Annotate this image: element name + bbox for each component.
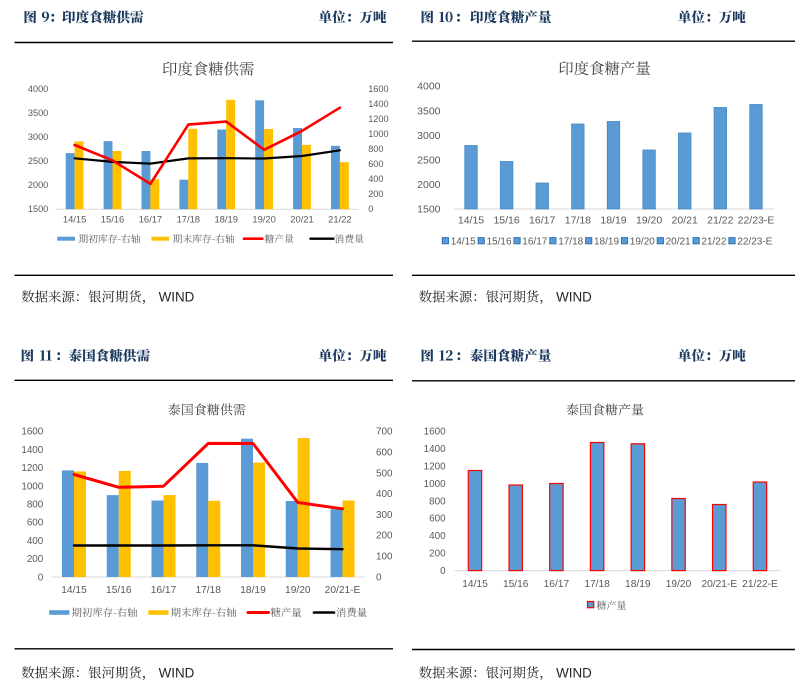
- svg-text:0: 0: [38, 572, 44, 583]
- svg-text:1200: 1200: [21, 463, 43, 474]
- svg-text:2000: 2000: [417, 179, 441, 191]
- svg-text:1600: 1600: [368, 84, 388, 94]
- svg-text:WIND: WIND: [159, 290, 195, 305]
- svg-text:20/21-E: 20/21-E: [701, 579, 737, 590]
- svg-text:700: 700: [376, 427, 393, 438]
- svg-text:18/19: 18/19: [625, 579, 651, 590]
- svg-text:WIND: WIND: [159, 666, 195, 681]
- svg-text:20/21: 20/21: [672, 215, 698, 227]
- svg-text:4000: 4000: [417, 81, 441, 93]
- svg-text:18/19: 18/19: [600, 215, 626, 227]
- svg-text:1200: 1200: [368, 114, 388, 124]
- svg-text:20/21: 20/21: [666, 236, 691, 247]
- svg-text:400: 400: [368, 174, 383, 184]
- svg-text:21/22: 21/22: [701, 236, 726, 247]
- svg-text:1000: 1000: [424, 479, 446, 490]
- svg-text:400: 400: [27, 536, 44, 547]
- svg-text:3000: 3000: [417, 130, 441, 142]
- svg-text:3500: 3500: [417, 105, 441, 117]
- svg-text:500: 500: [376, 468, 393, 479]
- svg-text:14/15: 14/15: [458, 215, 484, 227]
- svg-text:19/20: 19/20: [630, 236, 655, 247]
- svg-text:20/21: 20/21: [290, 214, 313, 225]
- svg-text:200: 200: [429, 549, 446, 560]
- svg-text:1000: 1000: [368, 129, 388, 139]
- svg-text:0: 0: [440, 566, 446, 577]
- svg-text:17/18: 17/18: [584, 579, 610, 590]
- svg-text:22/23-E: 22/23-E: [738, 215, 775, 227]
- svg-text:14/15: 14/15: [61, 585, 87, 596]
- svg-text:600: 600: [368, 159, 383, 169]
- svg-text:4000: 4000: [28, 84, 48, 94]
- svg-text:WIND: WIND: [556, 666, 592, 681]
- svg-text:1400: 1400: [21, 445, 43, 456]
- svg-text:0: 0: [368, 204, 373, 214]
- svg-text:1200: 1200: [424, 462, 446, 473]
- svg-text:1400: 1400: [368, 99, 388, 109]
- svg-text:300: 300: [376, 510, 393, 521]
- svg-text:20/21-E: 20/21-E: [325, 585, 361, 596]
- svg-text:16/17: 16/17: [151, 585, 177, 596]
- svg-text:16/17: 16/17: [544, 579, 570, 590]
- svg-text:1400: 1400: [424, 444, 446, 455]
- svg-text:400: 400: [429, 531, 446, 542]
- svg-text:200: 200: [27, 554, 44, 565]
- svg-text:17/18: 17/18: [558, 236, 583, 247]
- svg-text:19/20: 19/20: [285, 585, 311, 596]
- svg-text:15/16: 15/16: [493, 215, 519, 227]
- svg-text:15/16: 15/16: [487, 236, 512, 247]
- svg-text:2500: 2500: [28, 156, 48, 166]
- svg-text:3000: 3000: [28, 132, 48, 142]
- svg-text:1500: 1500: [417, 204, 441, 216]
- svg-text:3500: 3500: [28, 108, 48, 118]
- svg-text:19/20: 19/20: [252, 214, 275, 225]
- svg-text:18/19: 18/19: [214, 214, 237, 225]
- svg-text:800: 800: [368, 144, 383, 154]
- svg-text:1000: 1000: [21, 481, 43, 492]
- svg-text:19/20: 19/20: [666, 579, 692, 590]
- svg-text:19/20: 19/20: [636, 215, 662, 227]
- svg-text:1500: 1500: [28, 204, 48, 214]
- svg-text:17/18: 17/18: [177, 214, 200, 225]
- svg-text:600: 600: [429, 514, 446, 525]
- svg-text:18/19: 18/19: [594, 236, 619, 247]
- svg-text:16/17: 16/17: [529, 215, 555, 227]
- svg-text:14/15: 14/15: [462, 579, 488, 590]
- svg-text:17/18: 17/18: [565, 215, 591, 227]
- svg-text:21/22: 21/22: [707, 215, 733, 227]
- svg-text:100: 100: [376, 552, 393, 563]
- svg-text:14/15: 14/15: [63, 214, 86, 225]
- svg-text:0: 0: [376, 572, 382, 583]
- svg-text:WIND: WIND: [556, 290, 592, 305]
- svg-text:200: 200: [368, 189, 383, 199]
- svg-text:800: 800: [27, 500, 44, 511]
- svg-text:16/17: 16/17: [139, 214, 162, 225]
- svg-text:400: 400: [376, 489, 393, 500]
- svg-text:2500: 2500: [417, 154, 441, 166]
- svg-text:600: 600: [376, 448, 393, 459]
- svg-text:1600: 1600: [21, 427, 43, 438]
- svg-text:600: 600: [27, 518, 44, 529]
- svg-text:22/23-E: 22/23-E: [737, 236, 772, 247]
- svg-text:800: 800: [429, 496, 446, 507]
- svg-text:1600: 1600: [424, 427, 446, 438]
- svg-text:14/15: 14/15: [451, 236, 476, 247]
- svg-text:21/22-E: 21/22-E: [742, 579, 778, 590]
- svg-text:15/16: 15/16: [503, 579, 529, 590]
- svg-text:21/22: 21/22: [328, 214, 351, 225]
- svg-text:15/16: 15/16: [106, 585, 132, 596]
- svg-text:15/16: 15/16: [101, 214, 124, 225]
- svg-text:200: 200: [376, 531, 393, 542]
- svg-text:2000: 2000: [28, 180, 48, 190]
- svg-text:17/18: 17/18: [195, 585, 221, 596]
- svg-text:18/19: 18/19: [240, 585, 266, 596]
- svg-text:16/17: 16/17: [522, 236, 547, 247]
